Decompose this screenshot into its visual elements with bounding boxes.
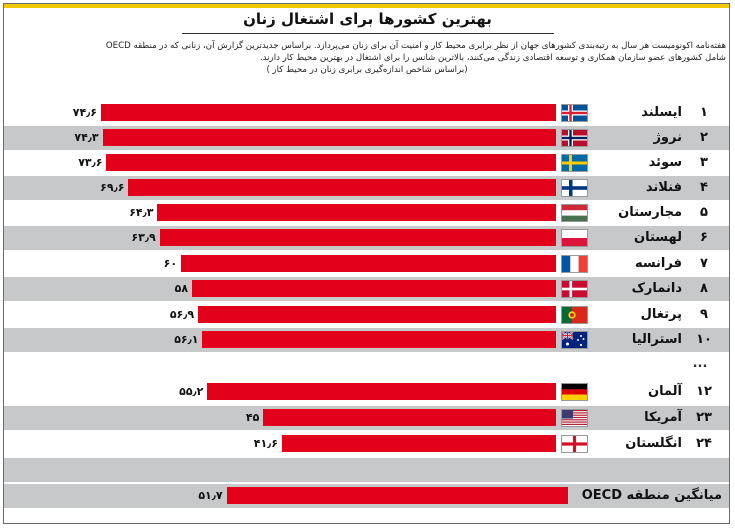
description-line-2: شامل کشورهای عضو سازمان همکاری و توسعه ا…	[259, 53, 726, 63]
value-label: ۶۹٫۶	[100, 181, 125, 194]
finland-flag-icon	[561, 179, 588, 197]
country-label: دانمارک	[631, 281, 682, 296]
spacer-row	[4, 458, 729, 482]
value-label: ۵۱٫۷	[198, 489, 223, 502]
country-label: سوئد	[648, 155, 682, 170]
sweden-flag-icon	[561, 154, 588, 172]
value-label: ۶۴٫۳	[129, 206, 154, 219]
country-label: استرالیا	[631, 332, 682, 347]
rank-label: ۳	[700, 155, 708, 170]
norway-flag-icon	[561, 129, 588, 147]
country-label: مجارستان	[618, 205, 682, 220]
description-line-3: (براساس شاخص اندازه‌گیری برابری زنان در …	[266, 65, 468, 75]
country-label: فنلاند	[645, 180, 682, 195]
value-label: ۷۳٫۶	[78, 156, 103, 169]
rank-label: ۸	[700, 281, 708, 296]
germany-flag-icon	[561, 383, 588, 401]
bar-row: ۷۴٫۳ نروژ ۲	[4, 126, 729, 150]
rank-label: ۲۳	[696, 410, 712, 425]
value-label: ۷۴٫۶	[72, 106, 97, 119]
value-label: ۷۴٫۳	[74, 131, 99, 144]
value-label: ۶۰	[163, 257, 178, 270]
rank-label: ۷	[700, 256, 708, 271]
value-label: ۶۳٫۹	[131, 231, 156, 244]
bar	[181, 255, 556, 272]
title-underline	[182, 33, 554, 34]
rank-label: ۲	[700, 130, 708, 145]
bar	[202, 331, 556, 348]
rank-label: ۹	[700, 307, 708, 322]
bar-row: ۶۳٫۹ لهستان ۶	[4, 226, 729, 250]
value-label: ۵۶٫۹	[169, 308, 195, 321]
value-label: ۴۵	[245, 411, 260, 424]
bar	[157, 204, 556, 221]
bar	[282, 435, 556, 452]
bar-row: ۵۶٫۱ استرالیا ۱۰	[4, 328, 729, 352]
bar-row: ۷۴٫۶ ایسلند ۱	[4, 101, 729, 125]
rank-label: ۶	[700, 230, 708, 245]
bar	[192, 280, 556, 297]
country-label: لهستان	[634, 230, 682, 245]
bar	[106, 154, 556, 171]
rank-label: ۱	[700, 105, 708, 120]
hungary-flag-icon	[561, 204, 588, 222]
bar	[159, 229, 556, 246]
rank-label: ۵	[700, 205, 708, 220]
rank-ellipsis: ...	[692, 356, 708, 371]
france-flag-icon	[561, 255, 588, 273]
denmark-flag-icon	[561, 280, 588, 298]
value-label: ۵۸	[174, 282, 189, 295]
description-line-1: هفته‌نامه اکونومیست هر سال به رتبه‌بندی …	[105, 41, 726, 51]
country-label: آلمان	[647, 384, 682, 399]
top-accent-bar	[3, 3, 730, 8]
bar-row: ۵۸ دانمارک ۸	[4, 277, 729, 301]
australia-flag-icon	[561, 331, 588, 349]
bar	[263, 409, 556, 426]
rank-label: ۲۴	[696, 436, 712, 451]
bar-row: ۶۴٫۳ مجارستان ۵	[4, 201, 729, 225]
chart-title: بهترین کشورها برای اشتغال زنان	[243, 10, 492, 28]
country-label: ایسلند	[641, 105, 682, 120]
chart-description: هفته‌نامه اکونومیست هر سال به رتبه‌بندی …	[8, 40, 726, 76]
value-label: ۵۵٫۲	[179, 385, 204, 398]
bar-row: ۶۹٫۶ فنلاند ۴	[4, 176, 729, 200]
usa-flag-icon	[561, 409, 588, 427]
bar-row: ۵۶٫۹ پرتغال ۹	[4, 303, 729, 327]
england-flag-icon	[561, 435, 588, 453]
bar	[102, 129, 556, 146]
country-label: فرانسه	[634, 256, 682, 271]
chart-frame	[3, 3, 730, 524]
bar	[128, 179, 556, 196]
portugal-flag-icon	[561, 306, 588, 324]
bar-row: ۴۱٫۶ انگلستان ۲۴	[4, 432, 729, 456]
bar-row: ۴۵ آمریکا ۲۳	[4, 406, 729, 430]
country-label: نروژ	[653, 130, 682, 145]
bar	[198, 306, 556, 323]
rank-label: ۱۲	[696, 384, 712, 399]
bar	[207, 383, 556, 400]
bar	[226, 487, 568, 504]
bar-row: ۵۵٫۲ آلمان ۱۲	[4, 380, 729, 404]
bar-row: ۶۰ فرانسه ۷	[4, 252, 729, 276]
bar	[101, 104, 556, 121]
country-label: انگلستان	[625, 436, 682, 451]
iceland-flag-icon	[561, 104, 588, 122]
country-label: آمریکا	[644, 410, 682, 425]
oecd-average-row: ۵۱٫۷ میانگین منطقه OECD	[4, 484, 729, 508]
rank-label: ۱۰	[696, 332, 712, 347]
country-label: پرتغال	[640, 307, 682, 322]
bar-row: ۷۳٫۶ سوئد ۳	[4, 151, 729, 175]
rank-label: ۴	[700, 180, 708, 195]
value-label: ۵۶٫۱	[174, 333, 199, 346]
value-label: ۴۱٫۶	[253, 437, 278, 450]
poland-flag-icon	[561, 229, 588, 247]
oecd-average-label: میانگین منطقه OECD	[581, 488, 722, 503]
